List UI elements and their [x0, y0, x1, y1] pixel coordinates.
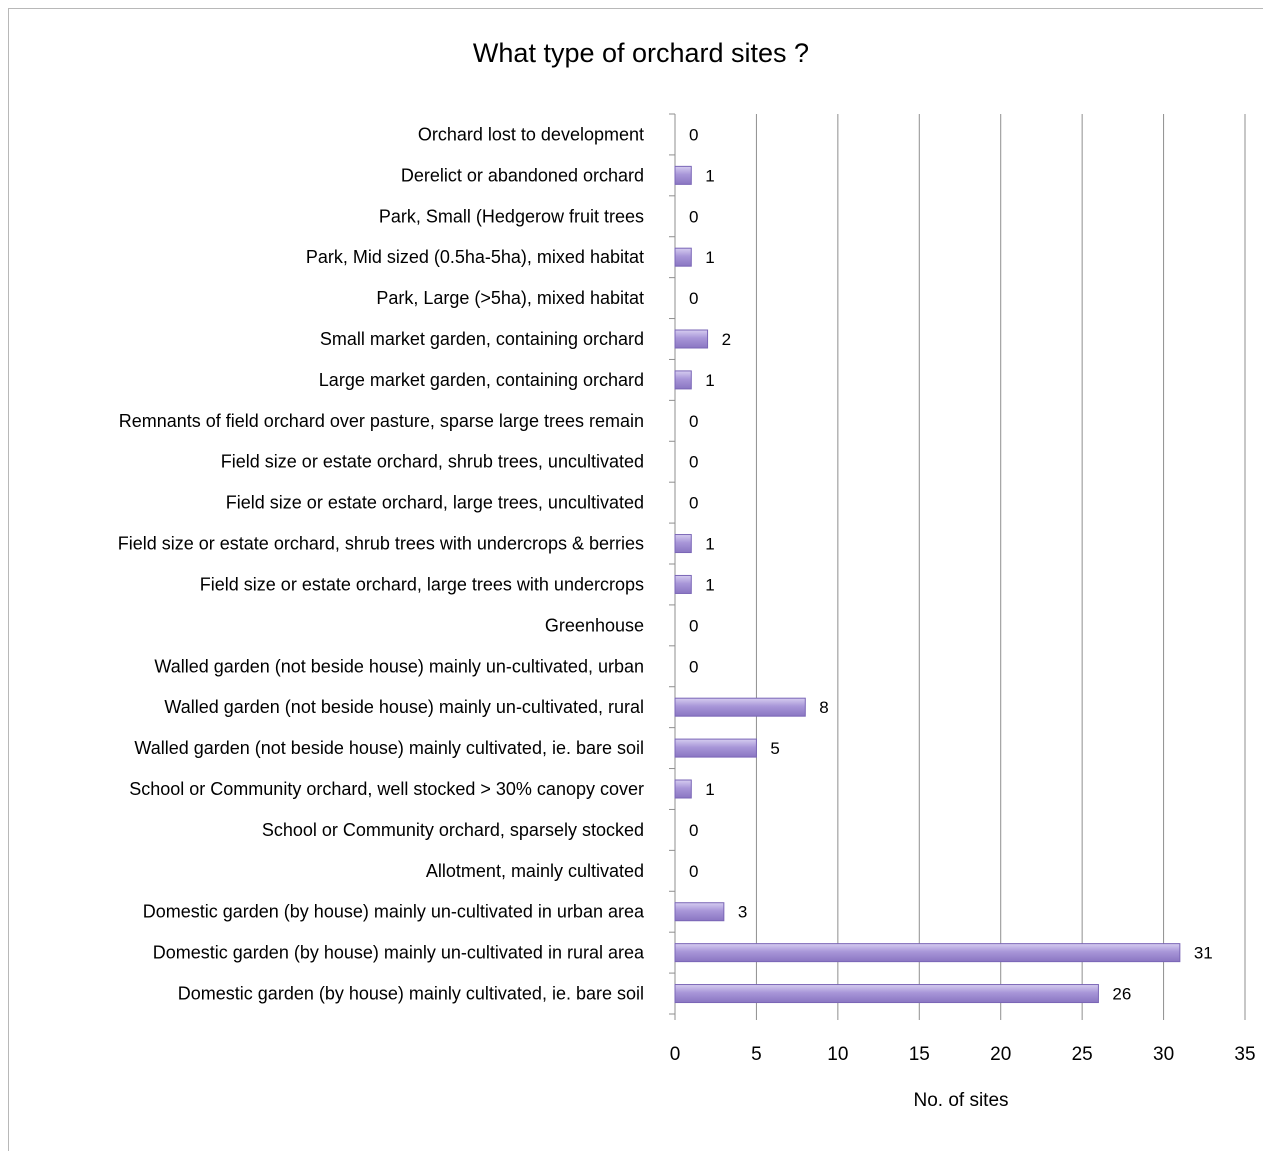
- category-label: Derelict or abandoned orchard: [401, 165, 644, 185]
- category-label: Small market garden, containing orchard: [320, 329, 644, 349]
- bar: [674, 902, 725, 922]
- data-label: 0: [689, 207, 698, 226]
- category-labels: Orchard lost to development Derelict or a…: [118, 124, 645, 1003]
- bar: [674, 247, 692, 267]
- data-label: 1: [705, 166, 714, 185]
- data-label: 1: [705, 780, 714, 799]
- bar: [674, 370, 692, 390]
- data-label: 1: [705, 575, 714, 594]
- data-label: 31: [1194, 944, 1213, 963]
- x-tick-label: 15: [909, 1044, 930, 1065]
- category-label: Field size or estate orchard, large tree…: [200, 574, 644, 594]
- data-label: 0: [689, 453, 698, 472]
- bar: [674, 329, 709, 349]
- category-label: School or Community orchard, sparsely st…: [262, 820, 644, 840]
- data-label: 0: [689, 821, 698, 840]
- x-tick-label: 5: [751, 1044, 762, 1065]
- x-tick-label: 25: [1072, 1044, 1093, 1065]
- data-label: 26: [1112, 985, 1131, 1004]
- data-labels: 0 1 0 1 0 2 1 0 0 0 1 1 0 0 8 5 1 0 0 3 31 26: [689, 125, 1213, 1003]
- bar: [674, 779, 692, 799]
- data-label: 3: [738, 903, 747, 922]
- data-label: 2: [722, 330, 731, 349]
- category-label: School or Community orchard, well stocke…: [129, 779, 644, 799]
- data-label: 0: [689, 616, 698, 635]
- bar: [674, 943, 1181, 963]
- category-label: Field size or estate orchard, large tree…: [226, 493, 644, 513]
- category-label: Domestic garden (by house) mainly un-cul…: [143, 902, 645, 922]
- category-label: Allotment, mainly cultivated: [426, 861, 644, 881]
- x-tick-label: 35: [1234, 1044, 1255, 1065]
- category-label: Orchard lost to development: [418, 124, 644, 144]
- x-axis-title: No. of sites: [913, 1090, 1008, 1111]
- bars: [674, 165, 1181, 1004]
- category-label: Park, Mid sized (0.5ha-5ha), mixed habit…: [306, 247, 644, 267]
- data-label: 1: [705, 371, 714, 390]
- category-label: Walled garden (not beside house) mainly …: [154, 656, 644, 676]
- data-label: 0: [689, 657, 698, 676]
- category-label: Domestic garden (by house) mainly cultiv…: [178, 984, 644, 1004]
- x-tick-label: 20: [990, 1044, 1011, 1065]
- data-label: 0: [689, 494, 698, 513]
- chart-title: What type of orchard sites ?: [473, 38, 809, 68]
- x-tick-labels: 0 5 10 15 20 25 30 35: [670, 1044, 1256, 1065]
- category-label: Walled garden (not beside house) mainly …: [134, 738, 644, 758]
- category-label: Walled garden (not beside house) mainly …: [164, 697, 644, 717]
- category-label: Park, Small (Hedgerow fruit trees: [379, 206, 644, 226]
- category-label: Domestic garden (by house) mainly un-cul…: [153, 943, 645, 963]
- bar: [674, 534, 692, 554]
- category-label: Large market garden, containing orchard: [319, 370, 644, 390]
- data-label: 1: [705, 535, 714, 554]
- data-label: 0: [689, 862, 698, 881]
- data-label: 0: [689, 412, 698, 431]
- category-label: Park, Large (>5ha), mixed habitat: [376, 288, 644, 308]
- category-label: Field size or estate orchard, shrub tree…: [221, 452, 644, 472]
- bar: [674, 697, 806, 717]
- data-label: 1: [705, 248, 714, 267]
- bar: [674, 738, 757, 758]
- data-label: 8: [819, 698, 828, 717]
- bar: [674, 574, 692, 594]
- data-label: 0: [689, 289, 698, 308]
- bar: [674, 984, 1099, 1004]
- category-label: Remnants of field orchard over pasture, …: [119, 411, 644, 431]
- x-tick-label: 10: [827, 1044, 848, 1065]
- gridlines: [669, 113, 1246, 1020]
- data-label: 5: [770, 739, 779, 758]
- x-tick-label: 30: [1153, 1044, 1174, 1065]
- bar: [674, 165, 692, 185]
- x-tick-label: 0: [670, 1044, 681, 1065]
- category-label: Field size or estate orchard, shrub tree…: [118, 534, 644, 554]
- category-label: Greenhouse: [545, 615, 644, 635]
- data-label: 0: [689, 125, 698, 144]
